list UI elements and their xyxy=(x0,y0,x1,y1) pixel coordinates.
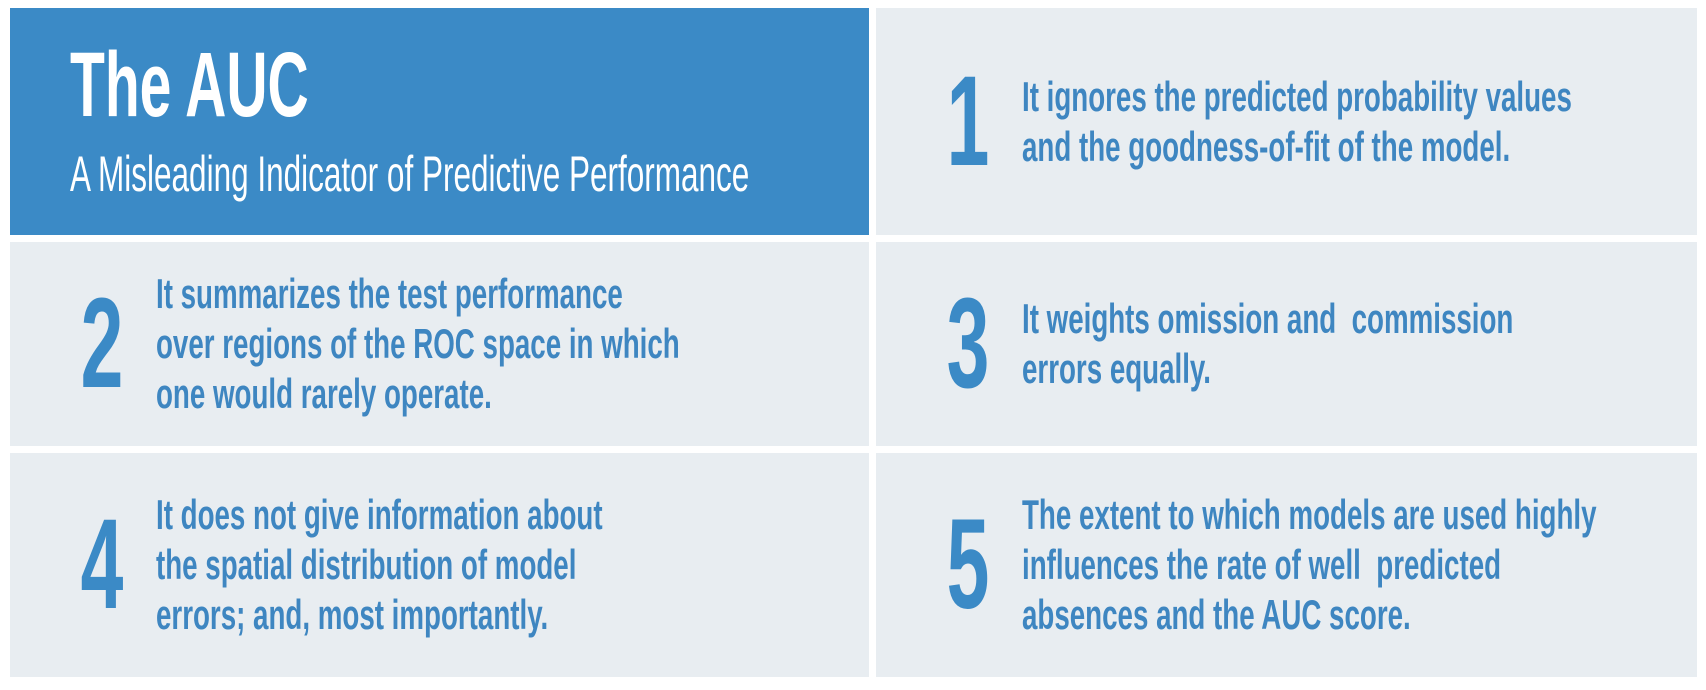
page-title: The AUC xyxy=(70,34,309,136)
point-card-4: 4 It does not give information about the… xyxy=(10,453,869,677)
point-card-1: 1 It ignores the predicted probability v… xyxy=(876,8,1697,235)
point-number: 5 xyxy=(946,493,990,636)
point-card-3: 3 It weights omission and commission err… xyxy=(876,242,1697,446)
page-subtitle: A Misleading Indicator of Predictive Per… xyxy=(70,145,750,202)
point-number: 1 xyxy=(946,49,990,193)
point-text: It does not give information about the s… xyxy=(156,491,603,638)
point-card-2: 2 It summarizes the test performance ove… xyxy=(10,242,869,446)
points-grid: The AUC A Misleading Indicator of Predic… xyxy=(10,8,1697,677)
point-text: The extent to which models are used high… xyxy=(1022,491,1597,638)
point-text: It weights omission and commission error… xyxy=(1022,295,1514,392)
title-card: The AUC A Misleading Indicator of Predic… xyxy=(10,8,869,235)
point-card-5: 5 The extent to which models are used hi… xyxy=(876,453,1697,677)
point-number: 3 xyxy=(946,272,990,415)
point-number: 4 xyxy=(80,493,124,636)
point-text: It ignores the predicted probability val… xyxy=(1022,72,1572,170)
point-number: 2 xyxy=(80,272,124,415)
point-text: It summarizes the test performance over … xyxy=(156,270,680,417)
